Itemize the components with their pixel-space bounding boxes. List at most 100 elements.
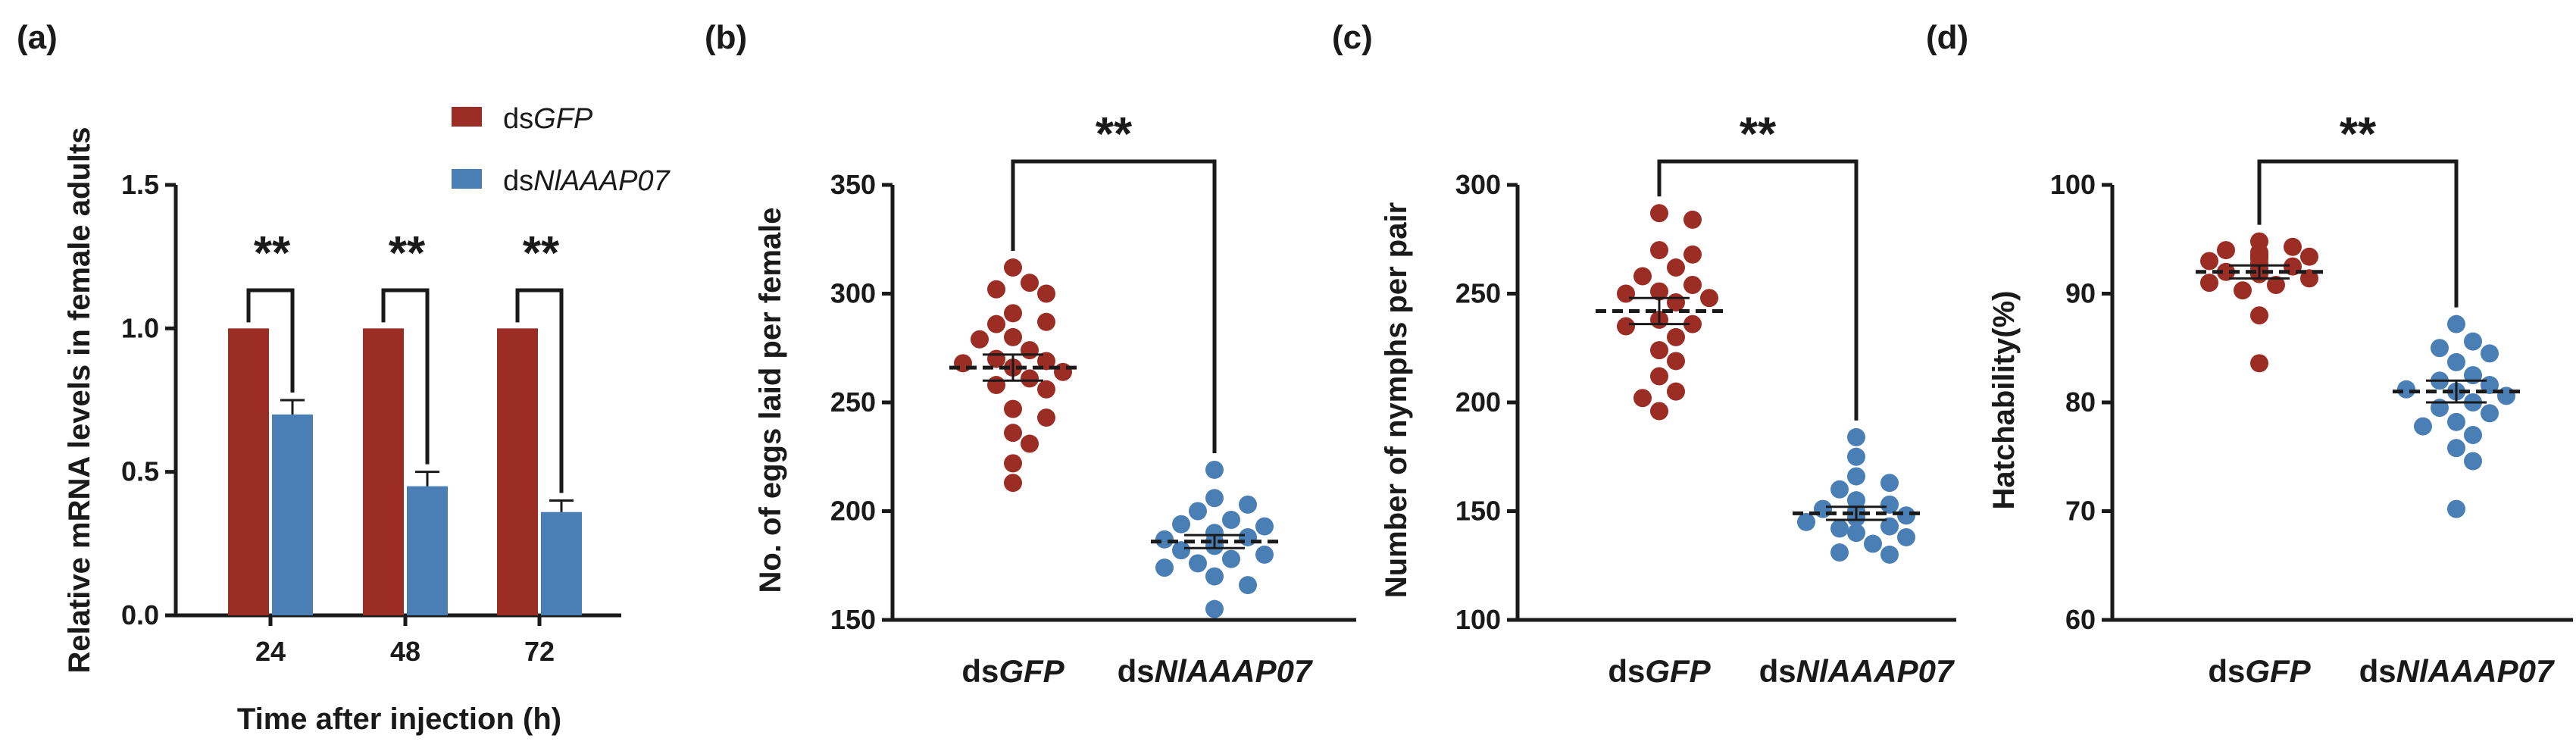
significance-marker: ** <box>2340 108 2377 161</box>
significance-bracket <box>515 288 564 493</box>
data-point <box>1021 369 1039 388</box>
y-tick-label: 350 <box>830 169 876 200</box>
y-tick-label: 100 <box>1455 604 1501 635</box>
data-point <box>2267 276 2285 295</box>
significance-bracket <box>1011 159 1217 453</box>
data-point <box>1667 382 1685 401</box>
data-point <box>2250 354 2268 373</box>
data-point <box>1004 474 1022 493</box>
data-point <box>1897 506 1915 525</box>
bar <box>363 328 404 615</box>
data-point <box>1667 293 1685 311</box>
x-category-label-gene: NlAAAP07 <box>2396 653 2555 689</box>
y-tick-label: 250 <box>830 386 876 418</box>
legend-label-gene: GFP <box>533 103 593 135</box>
data-point <box>2447 439 2465 458</box>
data-point <box>1172 515 1190 534</box>
data-point <box>2431 339 2449 358</box>
data-point <box>2464 452 2482 471</box>
y-tick-label: 90 <box>2065 278 2096 309</box>
y-tick-label: 150 <box>830 604 876 635</box>
bar <box>272 414 313 615</box>
data-point <box>2447 499 2465 518</box>
data-point <box>2284 237 2302 256</box>
bar <box>497 328 538 615</box>
legend-label-prefix: ds <box>503 165 533 197</box>
significance-bracket <box>1657 159 1859 421</box>
panel-label: (d) <box>1926 19 1968 56</box>
data-point <box>1667 327 1685 346</box>
data-point <box>1004 304 1022 323</box>
data-point <box>2497 386 2515 405</box>
data-point <box>1172 541 1190 560</box>
data-point <box>971 330 989 349</box>
data-point <box>1222 549 1240 568</box>
data-point <box>954 354 972 373</box>
data-point <box>1239 495 1257 514</box>
data-point <box>1021 341 1039 360</box>
data-point <box>1650 341 1668 360</box>
data-point <box>1155 530 1174 549</box>
data-point <box>2447 412 2465 431</box>
x-category-label: dsNlAAAP07 <box>2359 653 2555 689</box>
x-category-label-gene: NlAAAP07 <box>1796 653 1955 689</box>
y-tick-label: 1.5 <box>121 169 159 200</box>
y-tick-label: 200 <box>830 496 876 527</box>
data-point <box>1189 554 1207 573</box>
x-category-label-gene: GFP <box>1645 653 1711 689</box>
data-point <box>2481 344 2499 363</box>
data-point <box>1037 380 1055 399</box>
data-point <box>1189 502 1207 521</box>
x-category-label: dsGFP <box>1608 653 1711 689</box>
data-point <box>1004 399 1022 418</box>
x-category-label: dsNlAAAP07 <box>1118 653 1313 689</box>
data-point <box>987 280 1005 299</box>
data-point <box>1830 543 1849 562</box>
x-category-label: dsNlAAAP07 <box>1759 653 1955 689</box>
data-point <box>1617 317 1635 336</box>
data-point <box>1004 454 1022 473</box>
data-point <box>1814 499 1832 518</box>
y-tick-label: 70 <box>2065 496 2096 527</box>
significance-bracket <box>381 288 430 465</box>
data-point <box>1037 312 1055 331</box>
x-axis-title: Time after injection (h) <box>237 702 561 736</box>
y-tick-label: 0.0 <box>121 599 159 631</box>
data-point <box>1847 447 1865 466</box>
data-point <box>1004 327 1022 346</box>
data-point <box>1650 282 1668 301</box>
y-tick-label: 300 <box>830 278 876 309</box>
data-point <box>2464 426 2482 445</box>
data-point <box>1880 474 1899 493</box>
data-point <box>1830 519 1849 538</box>
legend-swatch <box>452 169 482 189</box>
data-point <box>2464 332 2482 351</box>
y-tick-label: 1.0 <box>121 312 159 343</box>
data-point <box>2397 380 2415 399</box>
x-category-label-gene: GFP <box>2245 653 2311 689</box>
data-point <box>1239 576 1257 595</box>
legend-label-prefix: ds <box>503 103 533 135</box>
data-point <box>1864 534 1882 553</box>
data-point <box>2217 241 2235 260</box>
data-point <box>1847 467 1865 486</box>
data-point <box>1683 210 1702 229</box>
data-point <box>1897 527 1915 546</box>
x-category-label-gene: NlAAAP07 <box>1155 653 1313 689</box>
data-point <box>1222 510 1240 529</box>
y-tick-label: 100 <box>2050 169 2096 200</box>
data-point <box>2447 352 2465 371</box>
data-point <box>1667 352 1685 371</box>
y-axis-title: Relative mRNA levels in female adults <box>63 127 96 673</box>
panel-a: (a) Relative mRNA levels in female adults… <box>17 19 671 736</box>
y-tick-label: 150 <box>1455 496 1501 527</box>
data-point <box>2250 306 2268 325</box>
significance-marker: ** <box>1096 108 1133 161</box>
data-point <box>1683 276 1702 295</box>
data-point <box>1205 489 1224 508</box>
data-point <box>1155 559 1174 577</box>
data-point <box>1054 362 1072 381</box>
significance-marker: ** <box>254 227 291 280</box>
